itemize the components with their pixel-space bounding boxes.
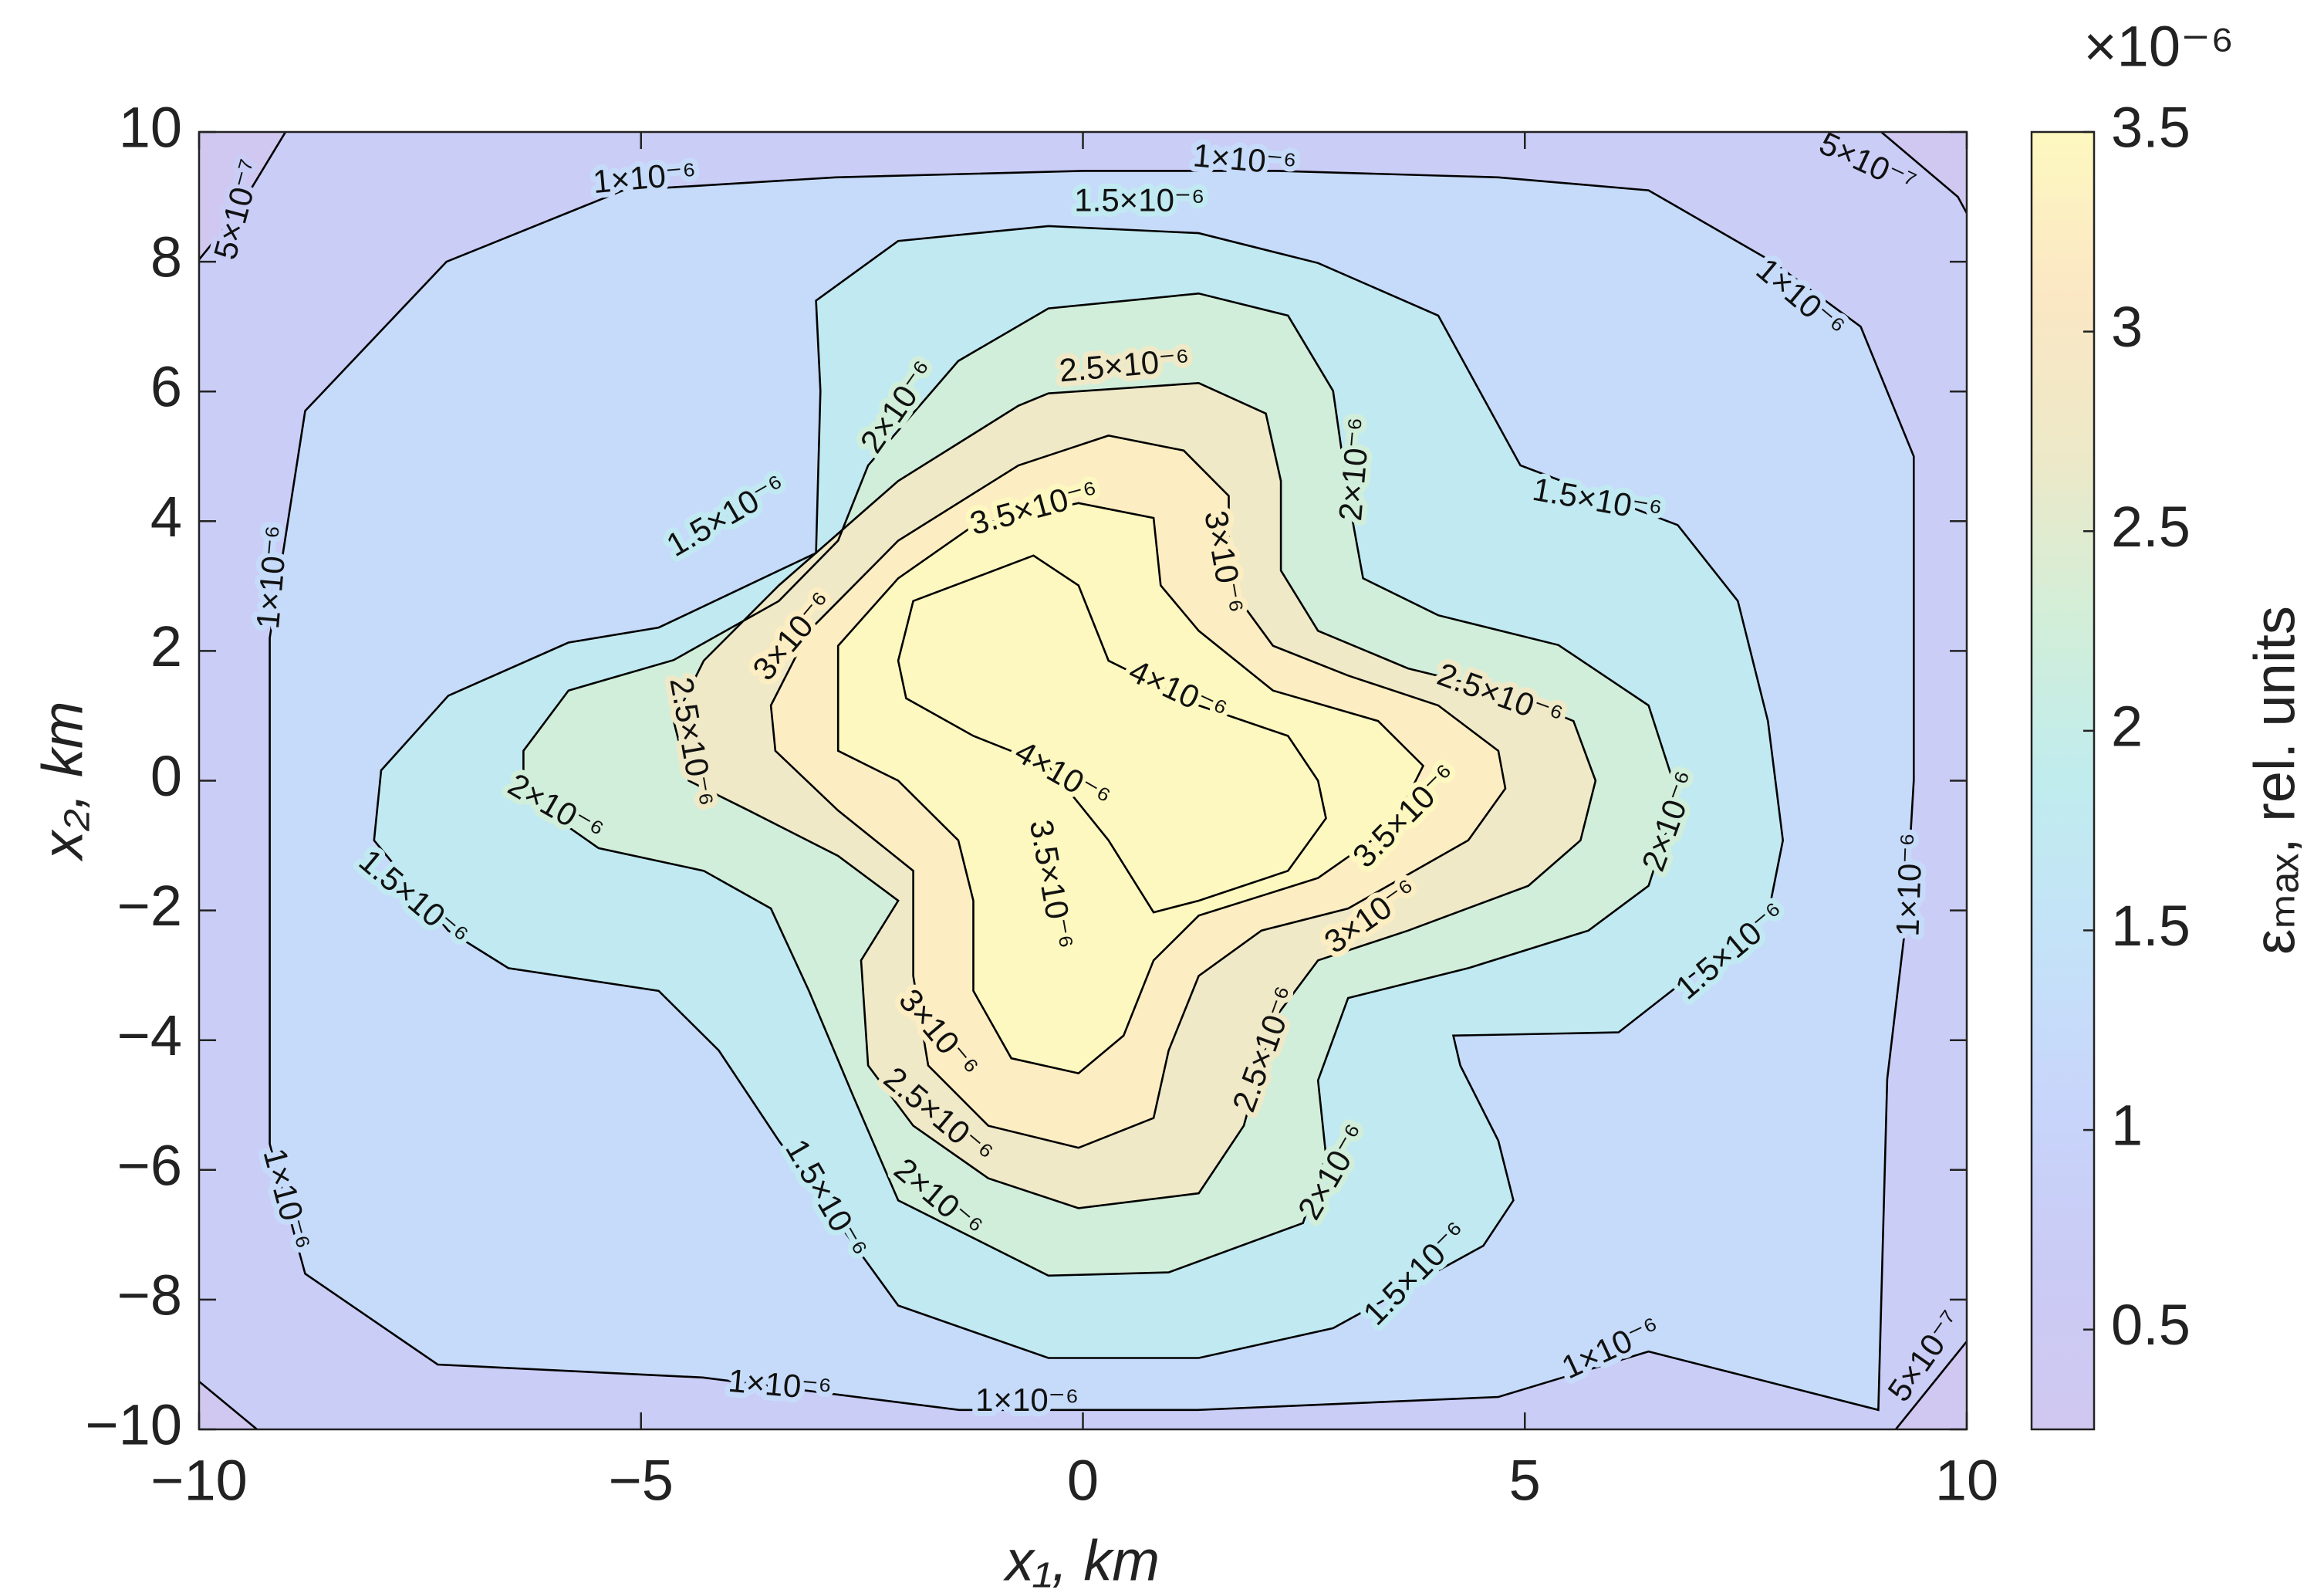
- y-tick-label: 6: [150, 355, 182, 419]
- region-fill: [898, 555, 1326, 913]
- contour-line: [897, 554, 1327, 914]
- x-tick-label: 10: [1935, 1449, 1998, 1513]
- y-tick-label: −2: [117, 874, 182, 938]
- y-tick-label: −8: [117, 1263, 182, 1327]
- contour-line: [672, 381, 1597, 1209]
- plot-area: 5×10⁻⁷ 5×10⁻⁷5×10⁻⁷1×10⁻⁶ 1×10⁻⁶1×10⁻⁶1×10…: [199, 132, 1967, 1429]
- colorbar-tick-label: 1: [2111, 1094, 2143, 1158]
- x-tick-label: 5: [1509, 1449, 1541, 1513]
- x-tick-label: 0: [1067, 1449, 1099, 1513]
- y-tick-label: 2: [150, 614, 182, 678]
- y-tick-label: 10: [119, 96, 182, 160]
- y-axis-label: x₂, km: [31, 702, 95, 862]
- contour-label: 1.5×10⁻⁶: [1074, 181, 1204, 218]
- y-tick-label: 8: [150, 225, 182, 289]
- y-tick-label: 0: [150, 744, 182, 808]
- colorbar-tick-label: 1.5: [2111, 894, 2191, 958]
- x-tick-label: −5: [609, 1449, 674, 1513]
- contour-line: [836, 502, 1425, 1075]
- contour-label: 1×10⁻⁶: [975, 1382, 1079, 1418]
- y-tick-label: 4: [150, 485, 182, 549]
- colorbar: [2030, 130, 2096, 1431]
- colorbar-tick-label: 3.5: [2111, 96, 2191, 160]
- colorbar-tick-label: 0.5: [2111, 1293, 2191, 1357]
- contour-line: [199, 132, 1967, 1429]
- y-tick-label: −6: [117, 1133, 182, 1197]
- contour-label: 1×10⁻⁶: [1191, 137, 1298, 182]
- colorbar-label: εₘₐₓ, rel. units: [2243, 606, 2307, 955]
- x-tick-label: −10: [150, 1449, 248, 1513]
- contour-line: [269, 170, 1915, 1412]
- colorbar-tick-label: 2.5: [2111, 495, 2191, 559]
- contour-line: [522, 292, 1679, 1277]
- y-tick-label: −10: [85, 1393, 182, 1457]
- colorbar-multiplier: ×10⁻⁶: [2083, 15, 2234, 79]
- x-axis-label: x₁, km: [1003, 1529, 1160, 1593]
- contour-label: 1×10⁻⁶: [1889, 833, 1929, 938]
- overlay: −10 −5 0 5 10 −10 −8 −6 −4 −2 0 2 4 6 8 10 0.5 1 1.5 2 2.5 3 3…: [85, 96, 2190, 1513]
- colorbar-tick-label: 3: [2111, 295, 2143, 359]
- contour-line: [769, 435, 1507, 1149]
- colorbar-tick-label: 2: [2111, 694, 2143, 758]
- y-tick-label: −4: [117, 1003, 182, 1067]
- contour-line: [373, 225, 1785, 1359]
